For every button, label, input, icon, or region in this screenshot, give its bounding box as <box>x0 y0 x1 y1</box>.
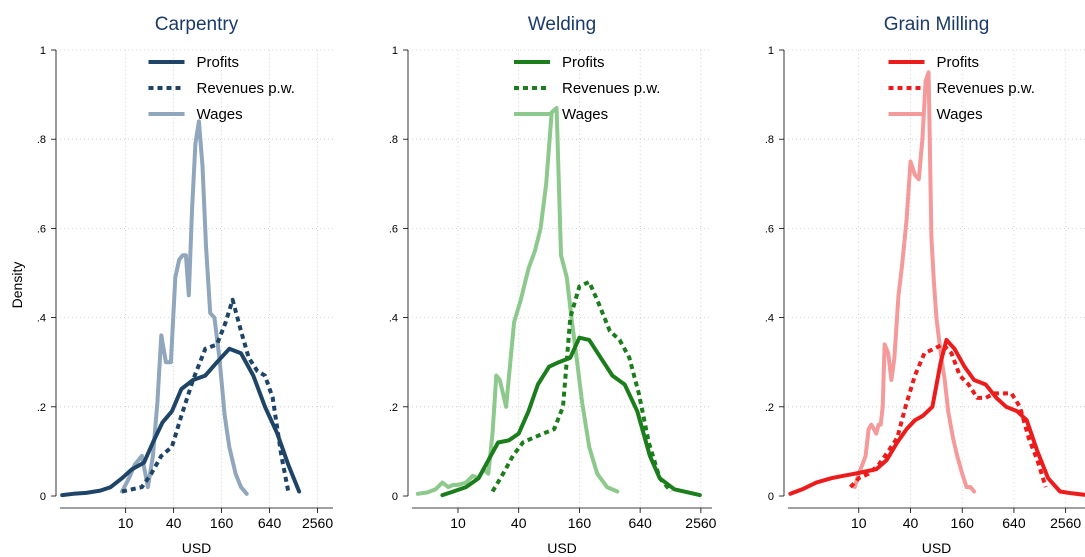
y-tick-label: .2 <box>37 402 46 414</box>
x-tick-label: 640 <box>258 515 282 531</box>
series-line-revenues-p-w <box>849 342 1048 489</box>
x-tick-label: 40 <box>903 515 919 531</box>
x-tick-label: 640 <box>628 515 652 531</box>
chart-panel-2: 0 .2 .4 .6 .8 1 10 40 160 640 2560 Welding USD Profit… <box>389 14 717 556</box>
y-tick-label: .2 <box>389 402 398 414</box>
y-tick-label: 1 <box>40 45 46 57</box>
x-tick-label: 2560 <box>302 515 333 531</box>
y-axis-label: Density <box>9 262 25 309</box>
y-tick-label: .4 <box>389 313 398 325</box>
x-tick-label: 640 <box>1002 515 1026 531</box>
y-tick-label: .6 <box>389 223 398 235</box>
y-tick-label: .6 <box>37 223 46 235</box>
y-tick-label: .8 <box>37 134 46 146</box>
y-tick-label: .6 <box>765 223 774 235</box>
series-line-revenues-p-w <box>490 279 673 493</box>
x-tick-label: 2560 <box>1050 515 1081 531</box>
x-tick-label: 40 <box>166 515 182 531</box>
x-tick-label: 160 <box>210 515 234 531</box>
series-line-profits <box>440 335 702 498</box>
x-tick-label: 10 <box>118 515 134 531</box>
series-line-wages <box>852 70 977 494</box>
series-line-profits <box>60 346 302 498</box>
y-tick-label: 0 <box>768 491 774 503</box>
series-line-revenues-p-w <box>121 297 291 494</box>
legend-label: Wages <box>937 106 983 123</box>
series-line-profits <box>788 337 1085 497</box>
x-tick-label: 10 <box>851 515 867 531</box>
legend-label: Profits <box>562 54 605 71</box>
legend-label: Profits <box>937 54 980 71</box>
x-axis-label: USD <box>182 540 212 556</box>
y-tick-label: 1 <box>768 45 774 57</box>
x-axis-label: USD <box>922 540 952 556</box>
chart-panel-1: 0 .2 .4 .6 .8 1 10 40 160 640 2560 Carpentry USD Dens… <box>9 14 333 556</box>
chart-panel-3: 0 .2 .4 .6 .8 1 10 40 160 640 2560 Grain Milling USD… <box>765 14 1085 556</box>
series-line-wages <box>120 119 249 496</box>
legend-label: Wages <box>562 106 608 123</box>
y-tick-label: .4 <box>37 313 46 325</box>
x-tick-label: 10 <box>450 515 466 531</box>
y-tick-label: 0 <box>392 491 398 503</box>
legend-label: Revenues p.w. <box>562 80 660 97</box>
y-tick-label: .8 <box>765 134 774 146</box>
y-tick-label: .2 <box>765 402 774 414</box>
chart-title: Carpentry <box>155 14 239 35</box>
y-tick-label: .8 <box>389 134 398 146</box>
legend-label: Revenues p.w. <box>937 80 1035 97</box>
y-tick-label: 0 <box>40 491 46 503</box>
x-tick-label: 160 <box>951 515 975 531</box>
x-tick-label: 40 <box>511 515 527 531</box>
x-axis-label: USD <box>547 540 577 556</box>
legend-label: Wages <box>197 106 243 123</box>
legend-label: Profits <box>197 54 240 71</box>
legend-label: Revenues p.w. <box>197 80 295 97</box>
chart-title: Grain Milling <box>884 14 990 35</box>
x-tick-label: 2560 <box>685 515 716 531</box>
y-tick-label: 1 <box>392 45 398 57</box>
x-tick-label: 160 <box>568 515 592 531</box>
y-tick-label: .4 <box>765 313 774 325</box>
chart-title: Welding <box>528 14 596 35</box>
